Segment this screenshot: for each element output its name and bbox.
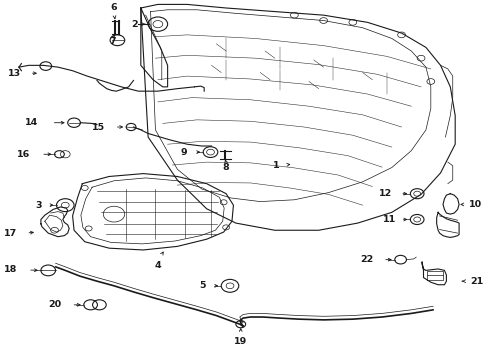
Text: 21: 21	[470, 276, 483, 285]
Text: 12: 12	[379, 189, 392, 198]
Text: 22: 22	[360, 255, 373, 264]
Text: 13: 13	[8, 69, 22, 78]
Text: 19: 19	[234, 337, 247, 346]
Text: 11: 11	[383, 215, 396, 224]
Text: 6: 6	[111, 3, 117, 12]
Text: 14: 14	[25, 118, 39, 127]
Text: 9: 9	[180, 148, 187, 157]
Text: 15: 15	[92, 122, 105, 131]
Text: 20: 20	[48, 300, 61, 309]
Text: 7: 7	[110, 37, 116, 46]
Text: 3: 3	[35, 201, 42, 210]
Text: 10: 10	[469, 200, 482, 209]
Text: 5: 5	[199, 281, 206, 290]
Text: 8: 8	[223, 163, 229, 172]
Text: 1: 1	[273, 161, 280, 170]
Text: 2: 2	[131, 20, 137, 29]
Text: 18: 18	[4, 265, 18, 274]
Text: 17: 17	[4, 229, 18, 238]
Text: 16: 16	[17, 150, 30, 159]
Text: 4: 4	[154, 261, 161, 270]
